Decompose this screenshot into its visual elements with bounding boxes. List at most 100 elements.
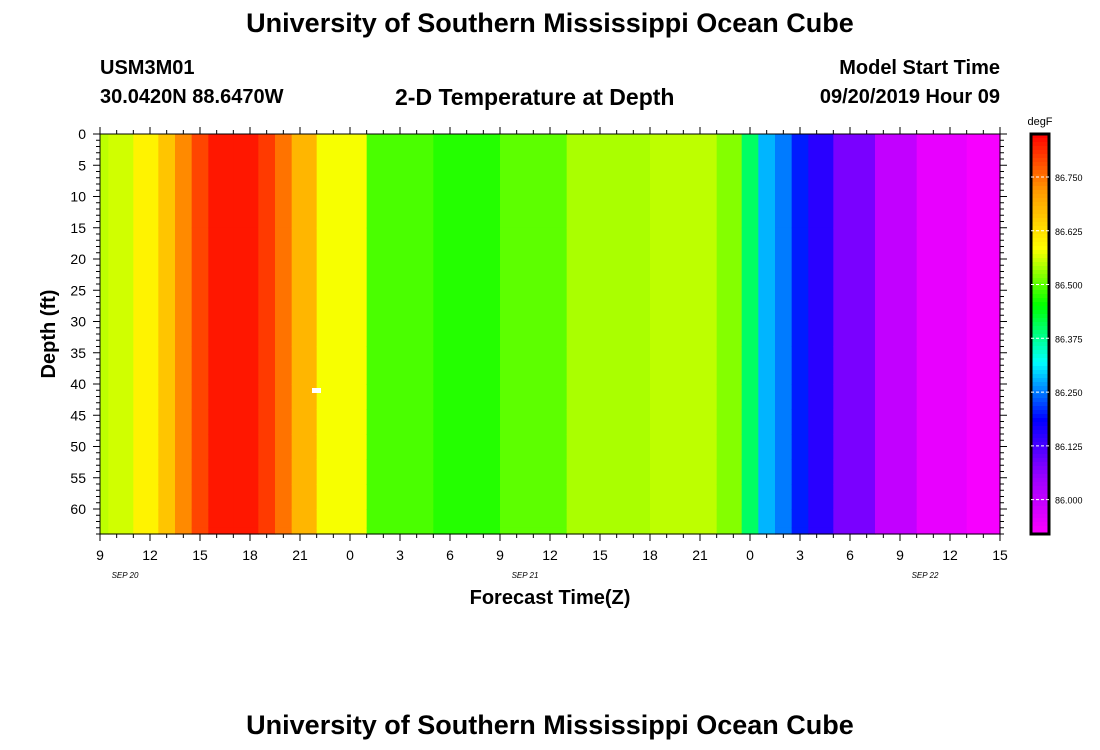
heatmap-cell	[275, 484, 293, 510]
page-title: University of Southern Mississippi Ocean…	[246, 8, 854, 38]
heatmap-cell	[316, 384, 368, 410]
heatmap-cell	[158, 509, 176, 529]
heatmap-cell	[791, 134, 809, 229]
colorbar-segment	[1031, 362, 1049, 367]
heatmap-cell	[966, 484, 1001, 510]
heatmap-cell	[775, 434, 793, 460]
colorbar-segment	[1031, 182, 1049, 187]
heatmap-cell	[741, 527, 759, 535]
y-tick-label: 0	[78, 126, 86, 142]
heatmap-cell	[291, 134, 318, 229]
colorbar-segment	[1031, 490, 1049, 495]
x-tick-label: 9	[896, 547, 904, 563]
heatmap-cell	[175, 227, 193, 348]
colorbar-segment	[1031, 346, 1049, 351]
colorbar-segment	[1031, 370, 1049, 375]
heatmap-cell	[258, 384, 276, 410]
colorbar-segment	[1031, 530, 1049, 535]
heatmap-cell	[833, 434, 876, 460]
heatmap-cell	[808, 346, 834, 385]
heatmap-cell	[316, 227, 368, 348]
colorbar-segment	[1031, 258, 1049, 263]
heatmap-cell	[275, 384, 293, 410]
colorbar-segment	[1031, 454, 1049, 459]
heatmap-cell	[100, 346, 109, 385]
heatmap-cell	[133, 346, 159, 385]
colorbar-segment	[1031, 414, 1049, 419]
heatmap-cell	[191, 484, 209, 510]
heatmap-cell	[208, 409, 234, 435]
colorbar-segment	[1031, 222, 1049, 227]
x-tick-label: 12	[942, 547, 958, 563]
heatmap-cell	[258, 509, 276, 529]
heatmap-cell	[366, 134, 434, 229]
colorbar-segment	[1031, 458, 1049, 463]
heatmap-cell	[500, 134, 568, 229]
heatmap-cell	[791, 409, 809, 435]
heatmap-cell	[716, 509, 743, 529]
heatmap-cell	[566, 509, 651, 529]
heatmap-cell	[808, 434, 834, 460]
heatmap-cell	[875, 134, 918, 229]
colorbar-segment	[1031, 198, 1049, 203]
heatmap-cell	[775, 484, 793, 510]
model-start-label: Model Start Time	[839, 57, 1000, 79]
heatmap-cell	[108, 409, 134, 435]
colorbar-segment	[1031, 278, 1049, 283]
heatmap-cell	[875, 346, 918, 385]
y-axis-title: Depth (ft)	[38, 290, 60, 379]
heatmap-cell	[158, 459, 176, 485]
heatmap-cell	[275, 409, 293, 435]
heatmap-cell	[808, 527, 834, 535]
colorbar-segment	[1031, 254, 1049, 259]
heatmap-cell	[316, 527, 368, 535]
colorbar-frame	[1029, 132, 1051, 536]
heatmap-cell	[500, 346, 568, 385]
colorbar-segment	[1031, 494, 1049, 499]
colorbar-segment	[1031, 238, 1049, 243]
heatmap-cell	[775, 459, 793, 485]
heatmap-cell	[133, 527, 159, 535]
heatmap-cell	[258, 409, 276, 435]
white-marker	[312, 388, 321, 393]
heatmap-cell	[316, 409, 368, 435]
colorbar-segment	[1031, 170, 1049, 175]
colorbar-tick-label: 86.250	[1055, 388, 1083, 398]
y-tick-label: 50	[70, 439, 86, 455]
y-tick-label: 20	[70, 251, 86, 267]
heatmap-cell	[316, 134, 368, 229]
heatmap-cell	[258, 434, 276, 460]
colorbar-segment	[1031, 394, 1049, 399]
colorbar-segment	[1031, 366, 1049, 371]
heatmap-cell	[775, 134, 793, 229]
colorbar-segment	[1031, 134, 1049, 139]
heatmap-cell	[875, 527, 918, 535]
heatmap-cell	[100, 227, 109, 348]
y-tick-label: 55	[70, 470, 86, 486]
colorbar-segment	[1031, 342, 1049, 347]
colorbar-segment	[1031, 478, 1049, 483]
x-axis: 9 12 15 18 21 0 3 6 9 12 15 18 21 0 3 6 9 12 15 SEP 20 SEP 2…	[96, 127, 1008, 580]
heatmap-cell	[791, 384, 809, 410]
heatmap-cell	[875, 484, 918, 510]
y-tick-label: 35	[70, 345, 86, 361]
colorbar-segment	[1031, 162, 1049, 167]
heatmap-cell	[833, 509, 876, 529]
x-tick-label: 6	[446, 547, 454, 563]
colorbar-segment	[1031, 318, 1049, 323]
station-location: 30.0420N 88.6470W	[100, 86, 284, 108]
heatmap-cell	[758, 227, 776, 348]
heatmap-cell	[175, 409, 193, 435]
heatmap-cell	[433, 434, 501, 460]
heatmap-cell	[808, 134, 834, 229]
heatmap-cell	[808, 484, 834, 510]
heatmap-cell	[758, 409, 776, 435]
colorbar-segment	[1031, 338, 1049, 343]
colorbar-segment	[1031, 462, 1049, 467]
heatmap-cell	[875, 459, 918, 485]
heatmap-cell	[875, 434, 918, 460]
heatmap-cell	[833, 227, 876, 348]
heatmap-cell	[191, 409, 209, 435]
heatmap-cell	[275, 509, 293, 529]
heatmap-cell	[208, 434, 234, 460]
